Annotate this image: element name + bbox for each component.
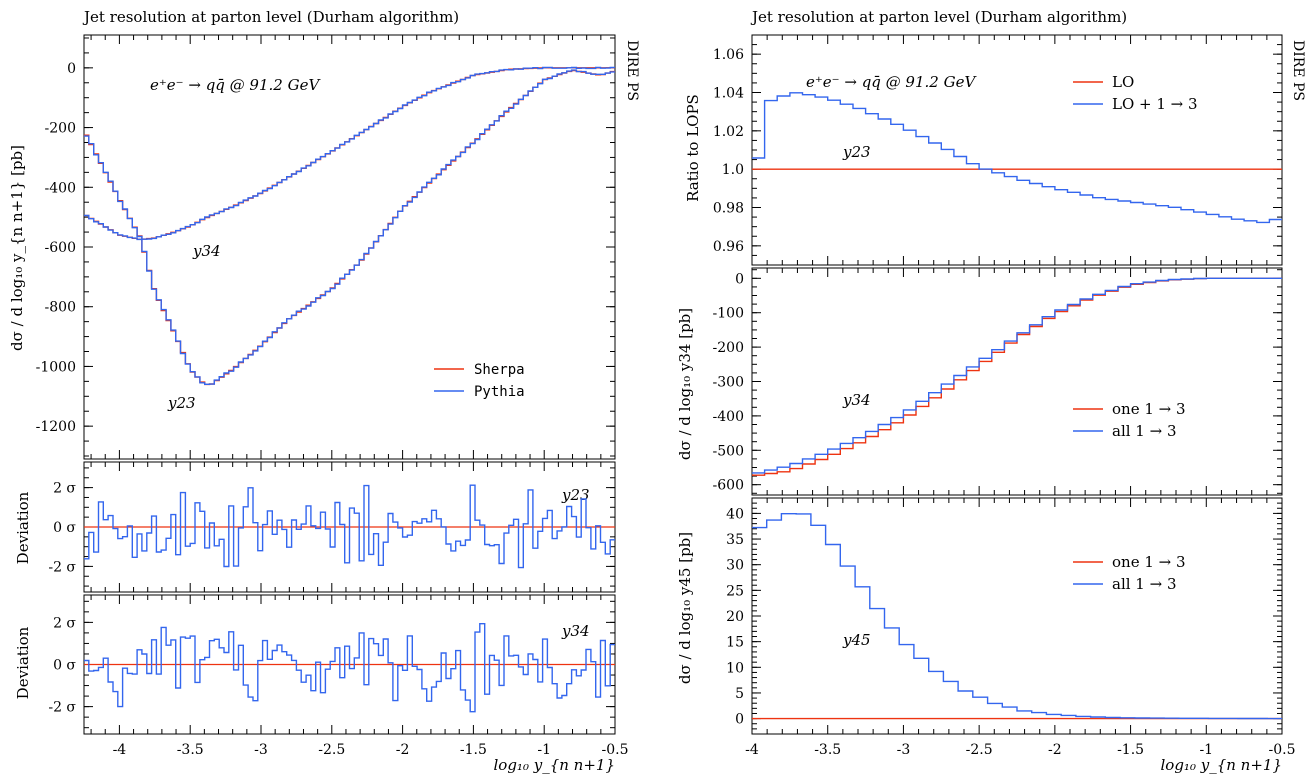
right-y45-xtick-label: -1: [1199, 742, 1213, 758]
left-main-ytick-label: -400: [45, 180, 76, 196]
left-dev2-xtick-label: -3.5: [177, 742, 204, 758]
right-ratio-ytick-label: 1.06: [713, 47, 744, 63]
series-y45-all-1to3: [752, 513, 1282, 720]
left-main-ytick-label: -1000: [36, 359, 76, 375]
series-lo-plus-1to3: [752, 92, 1282, 224]
series-y23-sherpa: [84, 69, 615, 386]
left-dev2-xtick-label: -4: [113, 742, 127, 758]
right-y45-xtick-label: -2.5: [966, 742, 993, 758]
left-dev1-label: y23: [561, 486, 590, 504]
right-y34-ytick-label: -200: [713, 340, 744, 356]
right-y34-ytick-label: -300: [713, 375, 744, 391]
right-y34-ytick-label: 0: [735, 271, 744, 287]
legend-lo13-label: LO + 1 → 3: [1112, 95, 1198, 113]
left-dev1-deviation-series: [84, 484, 615, 569]
legend-y34-all-label: all 1 → 3: [1112, 422, 1177, 440]
right-y45-ytick-label: 15: [726, 635, 744, 651]
right-y45-ytick-label: 20: [726, 609, 744, 625]
right-y34-ytick-label: -600: [713, 478, 744, 494]
left-dev2-xtick-label: -1: [537, 742, 551, 758]
right-y45-xtick-label: -0.5: [1269, 742, 1296, 758]
right-y45-ytick-label: 35: [726, 532, 744, 548]
left-dev1-ytick-label: -2 σ: [48, 559, 76, 575]
left-title: Jet resolution at parton level (Durham a…: [82, 8, 459, 26]
right-y34-label: y34: [842, 391, 871, 409]
right-y45-label: y45: [842, 631, 871, 649]
right-title: Jet resolution at parton level (Durham a…: [750, 8, 1127, 26]
right-y45-ylabel: dσ / d log₁₀ y45 [pb]: [676, 532, 694, 684]
right-ratio-ytick-label: 0.96: [713, 239, 744, 255]
right-y45-frame: [751, 497, 1283, 735]
legend-y45-one-label: one 1 → 3: [1112, 553, 1186, 571]
left-dev1-ytick-label: 2 σ: [53, 481, 76, 497]
right-y34-ytick-label: -500: [713, 443, 744, 459]
left-main-ytick-label: 0: [67, 61, 76, 77]
right-xlabel: log₁₀ y_{n n+1}: [1161, 756, 1283, 774]
left-label-y34: y34: [192, 242, 221, 260]
left-dev2-xtick-label: -0.5: [602, 742, 629, 758]
right-ratio-ytick-label: 0.98: [713, 201, 744, 217]
right-y45-ytick-label: 5: [735, 686, 744, 702]
left-side-label: DIRE PS: [624, 40, 640, 101]
left-dev1-ytick-label: 0 σ: [53, 520, 76, 536]
right-y45-xtick-label: -1.5: [1117, 742, 1144, 758]
left-main-ytick-label: -1200: [36, 419, 76, 435]
right-y45-ytick-label: 25: [726, 583, 744, 599]
left-main-ytick-label: -200: [45, 121, 76, 137]
legend-y34-one-label: one 1 → 3: [1112, 400, 1186, 418]
series-y34-pythia: [84, 66, 615, 241]
left-dev2-xtick-label: -1.5: [460, 742, 487, 758]
right-y34-ytick-label: -400: [713, 409, 744, 425]
legend-y45-all-label: all 1 → 3: [1112, 575, 1177, 593]
left-dev2-ylabel: Deviation: [14, 626, 32, 699]
left-label-y23: y23: [167, 394, 196, 412]
left-dev2-xtick-label: -3: [254, 742, 268, 758]
series-y34-all-1to3: [752, 277, 1282, 474]
right-y45-ytick-label: 10: [726, 660, 744, 676]
left-dev2-ytick-label: -2 σ: [48, 700, 76, 716]
legend-pythia-label: Pythia: [474, 384, 525, 400]
left-process-label: e⁺e⁻ → qq̄ @ 91.2 GeV: [150, 76, 321, 94]
series-y23-pythia: [84, 69, 615, 385]
series-y34-one-1to3: [752, 277, 1282, 476]
left-dev2-label: y34: [561, 622, 590, 640]
right-ratio-label: y23: [842, 143, 871, 161]
right-y45-xtick-label: -3: [897, 742, 911, 758]
right-ratio-ylabel: Ratio to LOPS: [684, 94, 702, 202]
right-y45-xtick-label: -4: [745, 742, 759, 758]
right-ratio-ytick-label: 1.04: [713, 86, 744, 102]
left-main-ytick-label: -600: [45, 240, 76, 256]
left-dev2-xtick-label: -2: [396, 742, 410, 758]
left-dev1-ylabel: Deviation: [14, 491, 32, 564]
legend-sherpa-label: Sherpa: [474, 362, 525, 378]
right-y45-xtick-label: -2: [1048, 742, 1062, 758]
left-xlabel: log₁₀ y_{n n+1}: [494, 756, 616, 774]
legend-lo-label: LO: [1112, 73, 1134, 91]
left-dev2-ytick-label: 2 σ: [53, 615, 76, 631]
right-ratio-ytick-label: 1.02: [713, 124, 744, 140]
left-dev2-xtick-label: -2.5: [318, 742, 345, 758]
right-y34-ylabel: dσ / d log₁₀ y34 [pb]: [676, 308, 694, 460]
right-y45-ytick-label: 40: [726, 506, 744, 522]
right-y45-ytick-label: 0: [735, 712, 744, 728]
right-ratio-frame: [751, 34, 1283, 266]
right-y45-xtick-label: -3.5: [814, 742, 841, 758]
right-process-label: e⁺e⁻ → qq̄ @ 91.2 GeV: [806, 73, 977, 91]
left-dev2-deviation-series: [84, 623, 615, 713]
right-side-label: DIRE PS: [1290, 40, 1306, 101]
left-main-ylabel: dσ / d log₁₀ y_{n n+1} [pb]: [8, 145, 26, 351]
right-y34-frame: [751, 267, 1283, 496]
right-y45-ytick-label: 30: [726, 558, 744, 574]
right-y34-ytick-label: -100: [713, 306, 744, 322]
left-main-ytick-label: -800: [45, 300, 76, 316]
left-main-frame: [83, 34, 616, 460]
right-ratio-ytick-label: 1.0: [722, 162, 744, 178]
left-dev2-ytick-label: 0 σ: [53, 658, 76, 674]
